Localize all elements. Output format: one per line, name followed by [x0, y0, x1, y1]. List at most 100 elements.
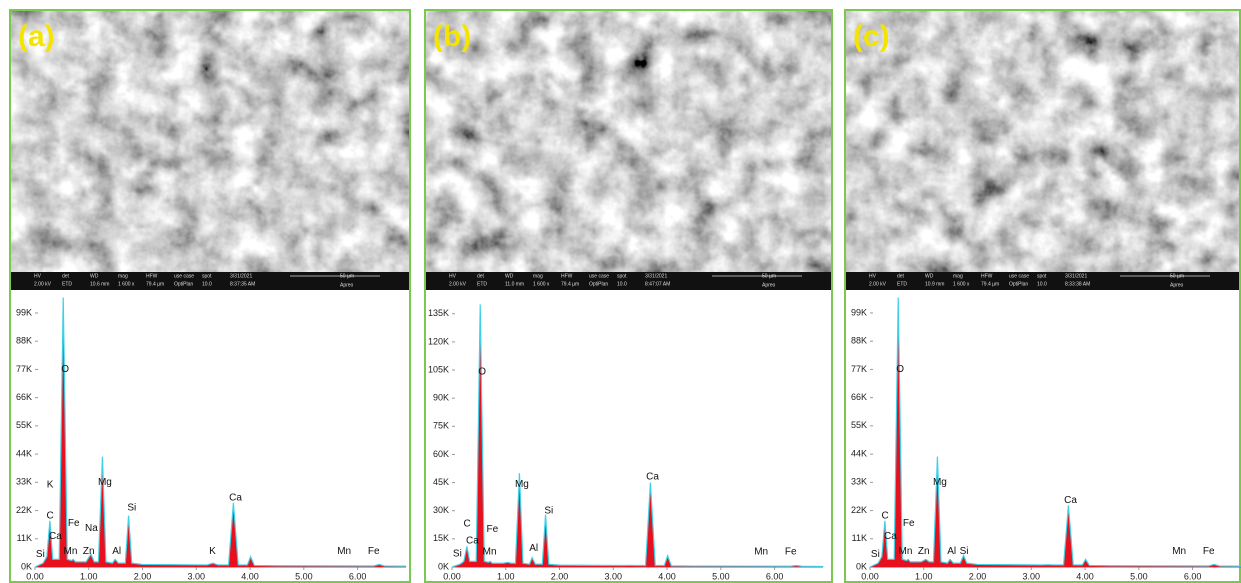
peak-label: Si: [453, 549, 462, 560]
y-tick-label: 22K: [16, 505, 32, 515]
x-tick-label: 6.00: [349, 571, 367, 581]
figure: (a) HV 2.00 kV det ETD WD 10.6 mm mag 1 600 x HFW…: [0, 0, 1241, 583]
peak-label: Mn: [899, 546, 913, 557]
info-text: det: [62, 273, 70, 279]
info-text: det: [897, 273, 905, 279]
peak-label: Zn: [918, 546, 930, 557]
peak-label: Si: [36, 549, 45, 560]
peak-label: Mn: [1172, 546, 1186, 557]
x-tick-label: 2.00: [551, 571, 569, 581]
info-text: ETD: [897, 281, 907, 287]
info-text: 8:33:38 AM: [1065, 281, 1090, 287]
y-tick-label: 88K: [851, 336, 867, 346]
peak-label: C: [46, 510, 53, 521]
y-tick-label: 90K: [433, 393, 449, 403]
x-tick-label: 4.00: [1076, 571, 1094, 581]
spectrum-line: [452, 304, 823, 567]
peak-label: Mg: [515, 479, 529, 490]
peak-label: C: [463, 518, 470, 529]
info-text: HFW: [561, 273, 573, 279]
y-tick-label: 0K: [21, 561, 32, 571]
y-tick-label: 11K: [17, 533, 32, 543]
y-tick-label: 0K: [856, 561, 867, 571]
info-text: 11.0 mm: [505, 281, 524, 287]
peak-label: C: [881, 510, 888, 521]
x-tick-label: 2.00: [134, 571, 152, 581]
x-tick-label: 3.00: [605, 571, 623, 581]
peak-label: Na: [85, 523, 98, 534]
info-text: WD: [505, 273, 514, 279]
info-text: 10.0: [1037, 281, 1047, 287]
x-tick-label: 5.00: [712, 571, 730, 581]
info-text: det: [477, 273, 485, 279]
peak-label: Mn: [64, 546, 78, 557]
info-text: 10.0: [202, 281, 212, 287]
info-text: 1 600 x: [118, 281, 135, 287]
peak-label: Si: [960, 546, 969, 557]
y-tick-label: 44K: [851, 448, 867, 458]
y-tick-label: 66K: [16, 392, 32, 402]
spectrum-area: [870, 336, 1241, 567]
peak-label: Fe: [903, 518, 915, 529]
x-tick-label: 6.00: [766, 571, 784, 581]
peak-label: Zn: [83, 546, 95, 557]
info-text: 3/31/2021: [645, 273, 667, 279]
y-tick-label: 120K: [428, 336, 449, 346]
y-tick-label: 15K: [433, 533, 449, 543]
y-tick-label: 30K: [433, 505, 449, 515]
y-tick-label: 60K: [433, 449, 449, 459]
x-tick-label: 3.00: [188, 571, 206, 581]
x-tick-label: 1.00: [497, 571, 515, 581]
peak-label: Si: [544, 505, 553, 516]
x-tick-label: 4.00: [241, 571, 259, 581]
info-text: 1 600 x: [953, 281, 970, 287]
peak-label: O: [896, 364, 904, 375]
y-tick-label: 33K: [16, 477, 32, 487]
peak-label: Al: [112, 546, 121, 557]
y-tick-label: 44K: [16, 448, 32, 458]
peak-label: Fe: [785, 547, 797, 558]
info-text: WD: [90, 273, 99, 279]
info-text: 10.6 mm: [90, 281, 109, 287]
info-text: OptiPlan: [1009, 281, 1028, 287]
y-tick-label: 99K: [851, 307, 867, 317]
info-text: mag: [953, 273, 963, 279]
peak-label: Mn: [483, 547, 497, 558]
info-text: HFW: [146, 273, 158, 279]
x-tick-label: 0.00: [26, 571, 44, 581]
panel-label: (b): [433, 20, 471, 53]
sem-image: [845, 10, 1240, 272]
panel-label: (a): [18, 20, 55, 53]
y-tick-label: 88K: [16, 336, 32, 346]
panel-label: (c): [853, 20, 890, 53]
peak-label: Al: [947, 546, 956, 557]
info-text: 79.4 µm: [146, 281, 164, 287]
info-text: 79.4 µm: [981, 281, 999, 287]
x-tick-label: 0.00: [861, 571, 879, 581]
info-text: HV: [449, 273, 457, 279]
x-tick-label: 1.00: [915, 571, 933, 581]
x-tick-label: 2.00: [969, 571, 987, 581]
x-tick-label: 4.00: [658, 571, 676, 581]
info-text: use case: [1009, 273, 1029, 279]
sem-image: [425, 10, 832, 272]
peak-label: Al: [529, 543, 538, 554]
y-tick-label: 55K: [16, 420, 32, 430]
info-text: mag: [533, 273, 543, 279]
peak-label: Mg: [98, 477, 112, 488]
y-tick-label: 75K: [433, 421, 449, 431]
peak-label: O: [478, 367, 486, 378]
peak-label: K: [209, 546, 216, 557]
x-tick-label: 0.00: [443, 571, 461, 581]
y-tick-label: 45K: [433, 477, 449, 487]
y-tick-label: 22K: [851, 505, 867, 515]
y-tick-label: 0K: [438, 561, 449, 571]
info-text: 2.00 kV: [869, 281, 887, 287]
peak-label: Mn: [337, 546, 351, 557]
y-tick-label: 77K: [16, 364, 32, 374]
peak-label: Si: [871, 549, 880, 560]
peak-label: Mn: [754, 547, 768, 558]
info-text: use case: [589, 273, 609, 279]
info-text: spot: [202, 273, 212, 279]
x-tick-label: 1.00: [80, 571, 98, 581]
